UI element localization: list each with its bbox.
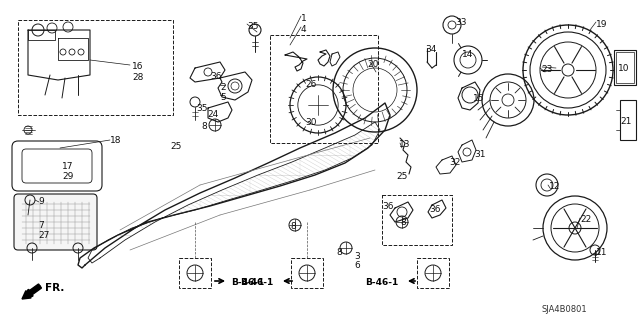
- Bar: [18, 20, 173, 115]
- Text: 34: 34: [425, 45, 436, 54]
- FancyArrow shape: [22, 284, 42, 299]
- Text: 10: 10: [618, 64, 630, 73]
- Text: 26: 26: [305, 80, 316, 89]
- Text: 25: 25: [396, 172, 408, 181]
- Text: B-46-1: B-46-1: [365, 278, 398, 287]
- Text: 15: 15: [473, 94, 484, 103]
- Bar: [270, 35, 378, 143]
- Text: 9: 9: [38, 197, 44, 206]
- Bar: [291, 258, 323, 288]
- Text: 1: 1: [301, 14, 307, 23]
- Text: 8: 8: [201, 122, 207, 131]
- Text: 22: 22: [580, 215, 591, 224]
- Text: 30: 30: [305, 118, 317, 127]
- Bar: [382, 195, 452, 245]
- Text: FR.: FR.: [45, 283, 65, 293]
- Text: 32: 32: [449, 158, 460, 167]
- Bar: [620, 100, 636, 140]
- Text: 3: 3: [354, 252, 360, 261]
- Text: 8: 8: [336, 248, 342, 257]
- Text: 36: 36: [429, 205, 440, 214]
- Text: 35: 35: [247, 22, 259, 31]
- Text: 4: 4: [301, 25, 307, 34]
- Bar: [179, 258, 211, 288]
- Text: 24: 24: [207, 110, 218, 119]
- Text: B-46-1: B-46-1: [231, 278, 264, 287]
- Text: 2: 2: [220, 83, 226, 92]
- Bar: [616, 52, 634, 83]
- Text: 27: 27: [38, 231, 49, 240]
- Text: 13: 13: [399, 140, 410, 149]
- Bar: [417, 258, 449, 288]
- Text: SJA4B0801: SJA4B0801: [542, 305, 588, 314]
- Text: 16: 16: [132, 62, 143, 71]
- Text: 8: 8: [290, 222, 296, 231]
- Text: 6: 6: [354, 261, 360, 270]
- Text: 5: 5: [220, 93, 226, 102]
- Text: 12: 12: [549, 182, 561, 191]
- Text: 17: 17: [62, 162, 74, 171]
- Text: 33: 33: [455, 18, 467, 27]
- Text: 29: 29: [62, 172, 74, 181]
- Text: 36: 36: [382, 202, 394, 211]
- Text: B-46-1: B-46-1: [240, 278, 273, 287]
- Text: 19: 19: [596, 20, 607, 29]
- Text: 7: 7: [38, 221, 44, 230]
- Text: 11: 11: [596, 248, 607, 257]
- Text: 25: 25: [170, 142, 181, 151]
- Text: 31: 31: [474, 150, 486, 159]
- Text: 20: 20: [367, 60, 378, 69]
- Text: 23: 23: [541, 65, 552, 74]
- Bar: [614, 50, 636, 85]
- Text: 36: 36: [210, 72, 221, 81]
- Text: 35: 35: [196, 104, 207, 113]
- Text: 18: 18: [110, 136, 122, 145]
- FancyBboxPatch shape: [14, 194, 97, 250]
- Text: 8: 8: [400, 218, 406, 227]
- Text: 28: 28: [132, 73, 143, 82]
- Text: 14: 14: [462, 50, 474, 59]
- Text: 21: 21: [620, 117, 632, 126]
